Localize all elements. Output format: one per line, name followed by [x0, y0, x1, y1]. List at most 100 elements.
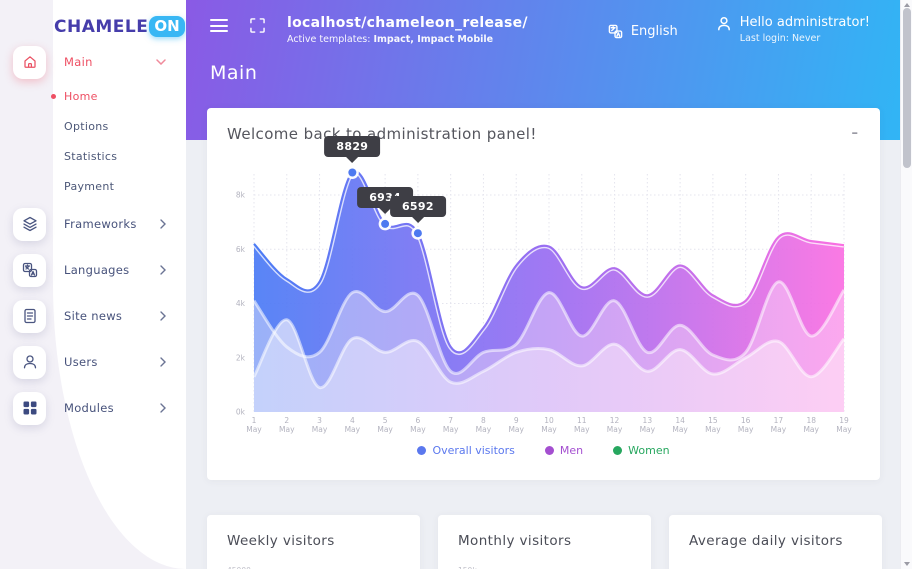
x-tick-day: 14	[675, 416, 685, 425]
x-tick-day: 9	[514, 416, 519, 425]
chevron-right-icon	[160, 403, 166, 413]
legend-label: Women	[628, 444, 670, 457]
document-icon	[13, 299, 46, 333]
x-tick-month: May	[508, 425, 524, 434]
legend-item-women[interactable]: Women	[613, 444, 670, 457]
sidebar-item-options-label: Options	[64, 119, 109, 133]
chart-legend: Overall visitors Men Women	[207, 444, 880, 457]
site-title: localhost/chameleon_release/	[287, 15, 528, 31]
x-tick-day: 13	[643, 416, 653, 425]
sidebar-item-users-label: Users	[64, 355, 98, 369]
x-tick-month: May	[377, 425, 393, 434]
welcome-card: Welcome back to administration panel! – …	[207, 108, 880, 480]
x-tick-day: 8	[481, 416, 486, 425]
x-tick-day: 6	[415, 416, 420, 425]
fullscreen-icon[interactable]	[250, 18, 265, 33]
sidebar-item-site-news[interactable]: Site news	[0, 293, 186, 339]
active-templates-label: Active templates:	[287, 34, 371, 45]
legend-dot	[613, 446, 623, 455]
sidebar-item-home-label: Home	[64, 89, 98, 103]
x-tick-day: 7	[448, 416, 453, 425]
chevron-down-icon	[156, 59, 166, 65]
data-point[interactable]	[348, 168, 357, 177]
x-tick-day: 17	[774, 416, 784, 425]
sidebar-item-modules-label: Modules	[64, 401, 114, 415]
active-bullet	[51, 93, 56, 99]
active-templates-value: Impact, Impact Mobile	[373, 34, 494, 45]
sidebar-item-statistics[interactable]: Statistics	[0, 141, 186, 171]
x-tick-day: 15	[708, 416, 718, 425]
language-label: English	[630, 24, 678, 39]
sidebar-item-main[interactable]: Main	[0, 43, 186, 81]
sidebar-item-payment-label: Payment	[64, 179, 115, 193]
sidebar-item-site-news-label: Site news	[64, 309, 123, 323]
weekly-visitors-card: Weekly visitors 45000	[207, 515, 420, 569]
user-menu[interactable]: Hello administrator! Last login: Never	[716, 15, 870, 44]
visitors-chart[interactable]: 0k 2k 4k 6k 8k 1 May 2 May 3 May 4 May 5 May 6 May 7 May 8 M…	[223, 135, 863, 450]
average-daily-visitors-title: Average daily visitors	[689, 533, 843, 549]
x-tick-day: 4	[350, 416, 355, 425]
scrollbar[interactable]	[900, 0, 912, 569]
legend-label: Men	[559, 444, 584, 457]
x-tick-month: May	[607, 425, 623, 434]
y-tick-label: 2k	[236, 353, 246, 362]
greeting: Hello administrator!	[739, 15, 870, 30]
menu-toggle-button[interactable]	[210, 19, 228, 32]
x-tick-month: May	[345, 425, 361, 434]
sidebar-item-users[interactable]: Users	[0, 339, 186, 385]
x-tick-day: 1	[252, 416, 257, 425]
logo[interactable]: CHAMELE ON	[0, 0, 186, 37]
x-tick-day: 12	[610, 416, 620, 425]
x-tick-day: 19	[839, 416, 849, 425]
x-tick-day: 10	[544, 416, 554, 425]
minimize-button[interactable]: –	[851, 126, 859, 141]
main-content: localhost/chameleon_release/ Active temp…	[186, 0, 900, 569]
last-login: Last login: Never	[739, 33, 821, 44]
legend-label: Overall visitors	[432, 444, 515, 457]
x-tick-day: 5	[383, 416, 388, 425]
logo-text: CHAMELE	[54, 16, 149, 37]
y-tick-label: 8k	[236, 191, 246, 200]
x-tick-month: May	[803, 425, 819, 434]
data-point[interactable]	[381, 219, 390, 228]
x-tick-day: 11	[577, 416, 587, 425]
legend-item-men[interactable]: Men	[544, 444, 584, 457]
chevron-right-icon	[160, 219, 166, 229]
sidebar: CHAMELE ON Main Home Options	[0, 0, 186, 569]
sidebar-item-frameworks[interactable]: Frameworks	[0, 201, 186, 247]
sidebar-item-frameworks-label: Frameworks	[64, 217, 137, 231]
x-tick-month: May	[574, 425, 590, 434]
weekly-visitors-title: Weekly visitors	[227, 533, 335, 549]
x-tick-month: May	[771, 425, 787, 434]
x-tick-month: May	[672, 425, 688, 434]
y-tick-label: 6k	[236, 245, 246, 254]
average-daily-visitors-card: Average daily visitors	[669, 515, 882, 569]
language-switcher[interactable]: English	[608, 19, 678, 44]
x-tick-month: May	[279, 425, 295, 434]
sidebar-item-payment[interactable]: Payment	[0, 171, 186, 201]
sidebar-submenu-main: Home Options Statistics Payment	[0, 81, 186, 201]
weekly-visitors-axis-hint: 45000	[227, 566, 400, 569]
sidebar-item-options[interactable]: Options	[0, 111, 186, 141]
sidebar-item-statistics-label: Statistics	[64, 149, 118, 163]
chart-tooltip: 6592	[389, 196, 446, 218]
translate-icon	[608, 24, 623, 39]
x-tick-month: May	[410, 425, 426, 434]
welcome-card-title: Welcome back to administration panel!	[227, 125, 537, 143]
x-tick-month: May	[541, 425, 557, 434]
x-tick-month: May	[443, 425, 459, 434]
scrollbar-thumb[interactable]	[902, 8, 911, 168]
chevron-right-icon	[160, 265, 166, 275]
legend-dot	[544, 446, 554, 455]
data-point[interactable]	[413, 229, 422, 238]
sidebar-item-languages[interactable]: Languages	[0, 247, 186, 293]
translate-icon	[13, 253, 46, 287]
sidebar-item-modules[interactable]: Modules	[0, 385, 186, 431]
scrollbar-down-arrow[interactable]	[904, 562, 910, 566]
sidebar-item-home[interactable]: Home	[0, 81, 186, 111]
scrollbar-up-arrow[interactable]	[904, 3, 910, 7]
x-tick-month: May	[476, 425, 492, 434]
legend-item-overall-visitors[interactable]: Overall visitors	[417, 444, 515, 457]
user-icon	[13, 345, 46, 379]
visitors-chart-canvas[interactable]: 0k2k4k6k8k1May2May3May4May5May6May7May8M…	[223, 160, 863, 450]
